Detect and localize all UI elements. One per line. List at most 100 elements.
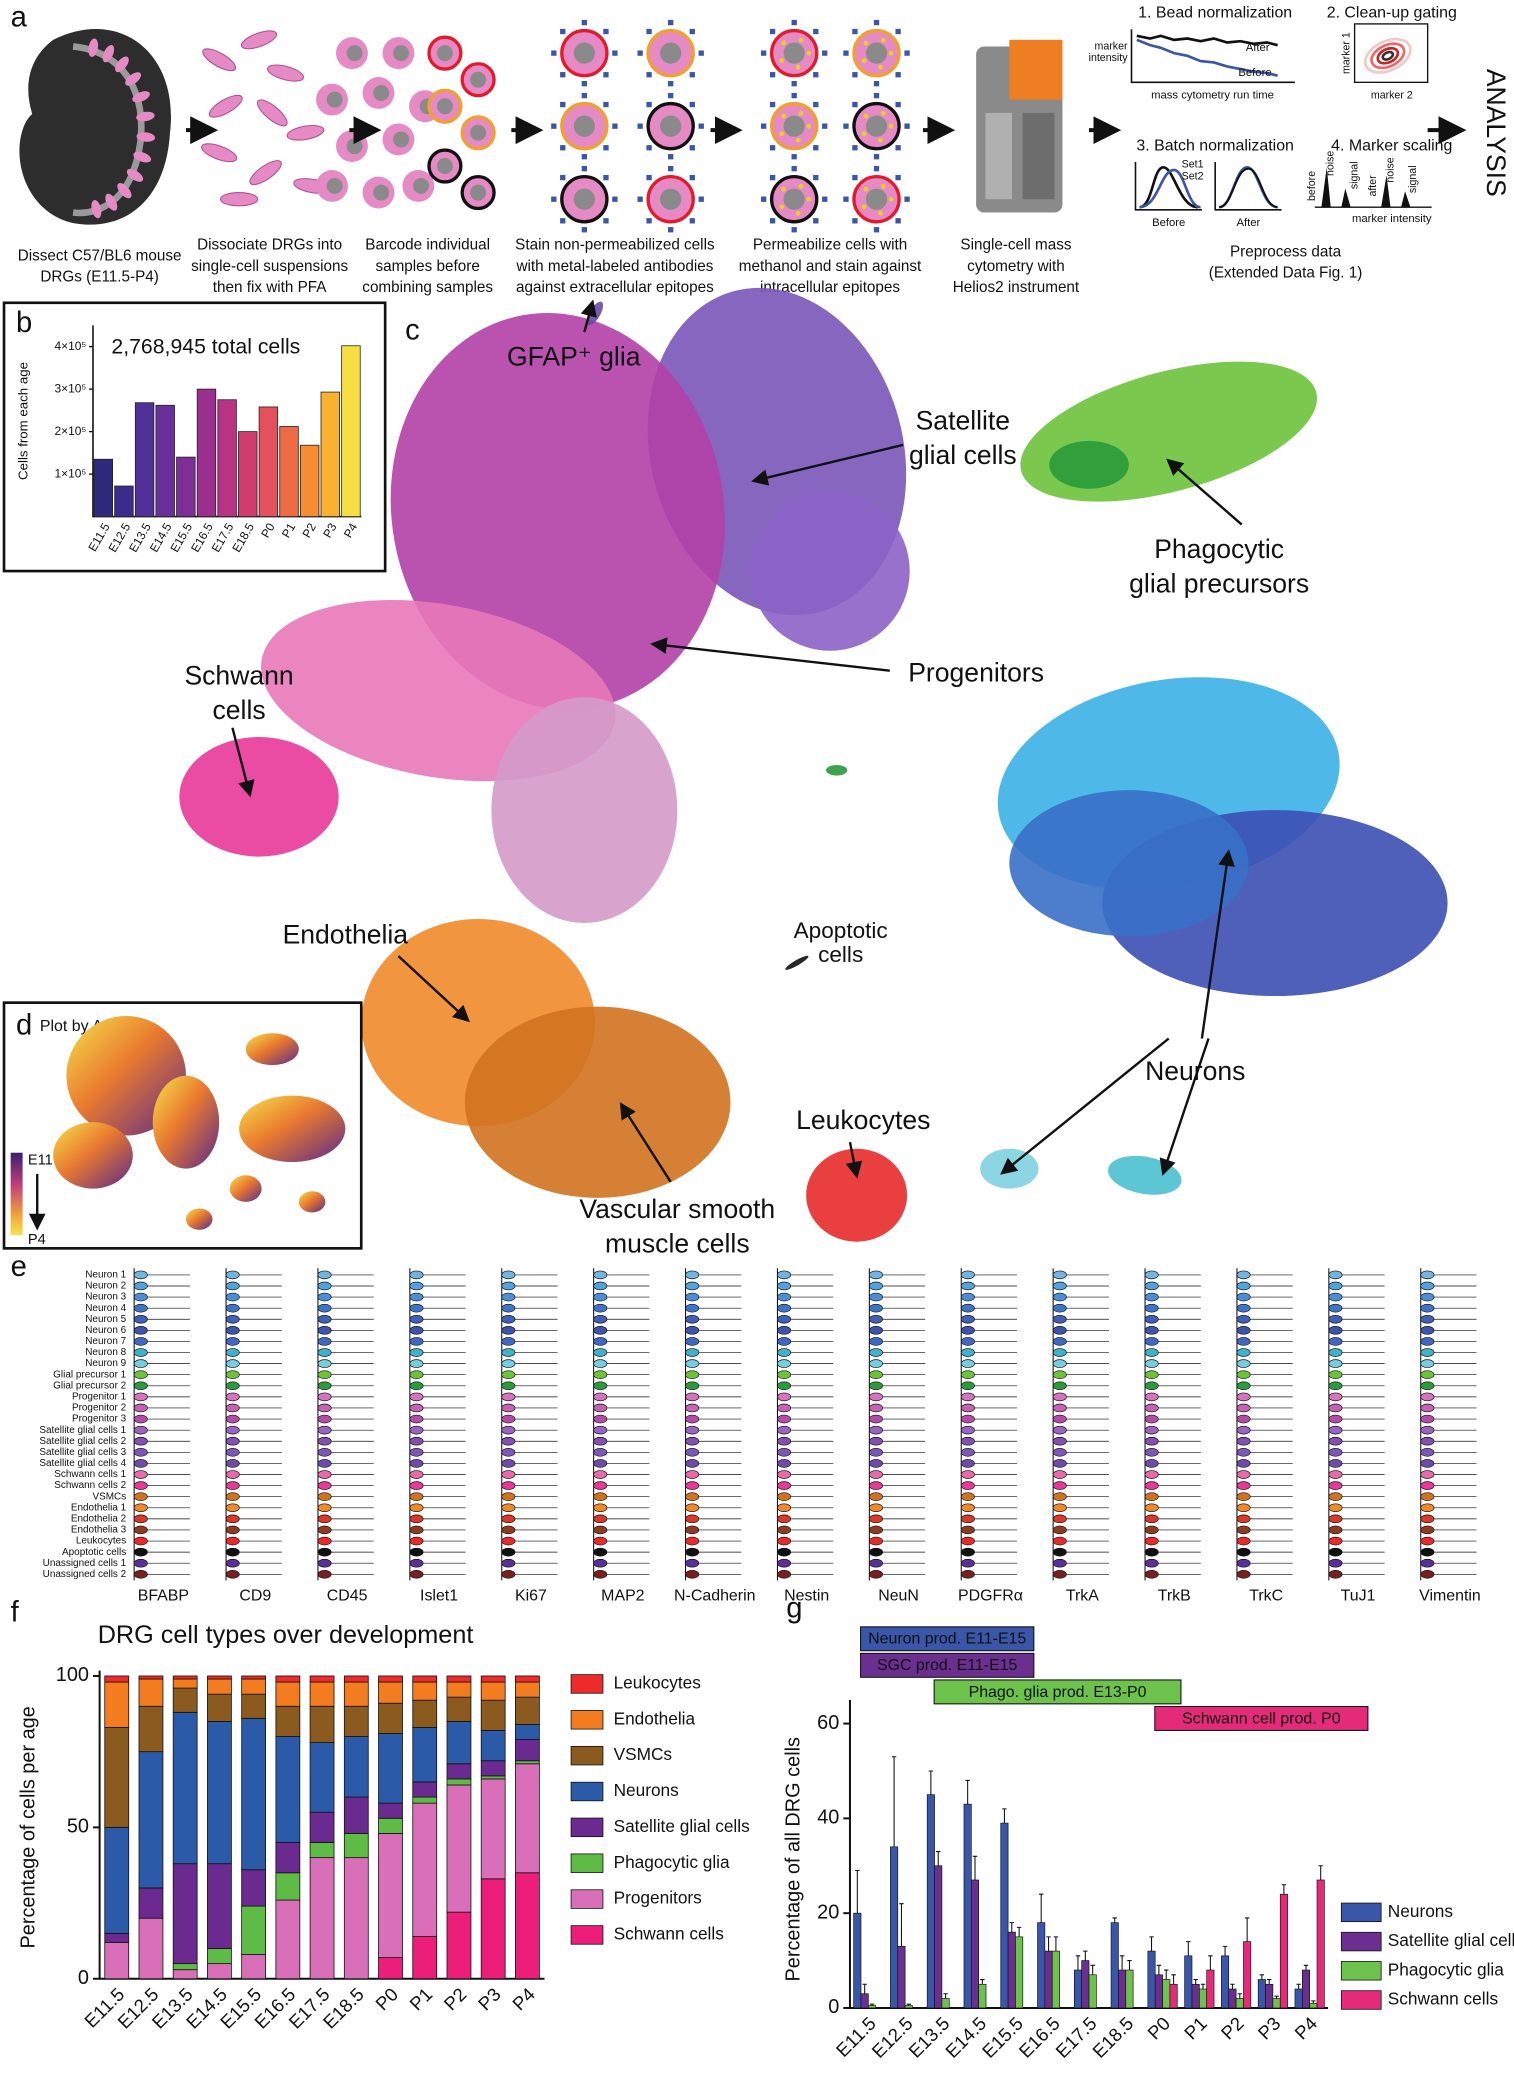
violin <box>869 1470 883 1479</box>
y-tick-label: 2×10⁵ <box>55 424 87 438</box>
drg <box>136 111 155 122</box>
antibody <box>581 92 588 99</box>
violin <box>1420 1492 1435 1502</box>
drg <box>105 193 118 211</box>
age-cluster <box>152 1075 220 1169</box>
marker-label: TrkB <box>1158 1587 1191 1604</box>
antibody <box>603 72 609 78</box>
antibody <box>668 166 674 172</box>
legend-swatch <box>570 1925 604 1945</box>
stacked-segment <box>241 1678 267 1695</box>
violin <box>777 1337 792 1346</box>
stacked-segment <box>309 1681 335 1707</box>
cluster-label: muscle cells <box>605 1229 750 1259</box>
antibody <box>668 81 674 87</box>
stacked-segment <box>241 1717 267 1871</box>
intracellular-stain <box>863 186 869 192</box>
panel-letter: a <box>11 1 28 33</box>
violin <box>1052 1436 1067 1446</box>
violin <box>777 1403 792 1413</box>
cluster-label: Progenitors <box>908 658 1044 688</box>
violin <box>317 1547 332 1557</box>
violin-row-label: Schwann cells 2 <box>54 1480 126 1491</box>
intracellular-stain <box>798 110 804 116</box>
violin <box>409 1403 424 1413</box>
violin <box>960 1558 975 1568</box>
nucleus <box>470 71 487 88</box>
violin <box>1420 1348 1435 1357</box>
violin <box>1144 1448 1159 1457</box>
violin <box>960 1270 975 1280</box>
bar <box>1235 1998 1244 2009</box>
violin <box>777 1370 792 1380</box>
legend-swatch <box>570 1853 604 1873</box>
arrow <box>751 443 904 486</box>
drg <box>102 44 115 63</box>
mini-gating-contour <box>1363 37 1412 74</box>
legend-label: Schwann cells <box>614 1923 724 1943</box>
violin-row-label: Unassigned cells 2 <box>43 1569 127 1580</box>
violin <box>1052 1348 1067 1357</box>
marker-label: TrkC <box>1249 1587 1283 1604</box>
antibody <box>689 28 695 35</box>
antibody <box>560 145 566 151</box>
stacked-segment <box>309 1811 335 1843</box>
nucleus <box>783 115 805 137</box>
bar <box>1221 1955 1230 2009</box>
violin <box>317 1303 332 1313</box>
dissociated-cell <box>201 143 238 163</box>
violin <box>225 1303 240 1313</box>
panel-letter: b <box>16 307 32 339</box>
violin <box>409 1326 424 1335</box>
error-bar <box>1009 1922 1014 1933</box>
stacked-segment <box>446 1696 472 1722</box>
stacked-segment <box>241 1693 267 1719</box>
violin <box>409 1514 424 1524</box>
antibody <box>791 154 797 160</box>
violin <box>685 1414 700 1424</box>
antibody <box>668 227 674 233</box>
violin <box>593 1503 608 1513</box>
violin <box>1420 1414 1435 1424</box>
violin <box>317 1481 332 1490</box>
violin <box>1420 1359 1435 1368</box>
intracellular-stain <box>806 50 812 56</box>
cluster-label: Endothelia <box>283 919 409 949</box>
violin <box>960 1281 975 1291</box>
dissociated-cell <box>249 160 282 186</box>
nucleus <box>470 184 487 201</box>
y-tick-label: 40 <box>817 1807 839 1829</box>
violin <box>225 1359 240 1368</box>
violin <box>501 1547 516 1557</box>
violin <box>777 1281 792 1291</box>
violin <box>133 1392 148 1402</box>
legend-label: Phagocytic glia <box>614 1852 730 1872</box>
antibody <box>873 166 880 172</box>
cytometer-door <box>985 112 1012 200</box>
violin-row-label: Glial precursor 2 <box>53 1380 126 1391</box>
violin <box>685 1470 700 1479</box>
x-tick-label: P3 <box>1254 2013 1285 2044</box>
violin <box>501 1459 516 1468</box>
stacked-segment <box>446 1911 472 1980</box>
stacked-segment <box>309 1705 335 1743</box>
violin <box>869 1292 883 1302</box>
violin <box>777 1536 792 1546</box>
nucleus <box>393 45 410 62</box>
chart-title: DRG cell types over development <box>98 1621 474 1649</box>
violin <box>685 1403 700 1413</box>
violin <box>409 1303 424 1313</box>
violin <box>133 1470 148 1479</box>
violin <box>869 1425 883 1435</box>
violin <box>869 1514 883 1524</box>
antibody <box>813 218 819 224</box>
violin <box>1420 1448 1435 1457</box>
error-bar <box>1208 1955 1213 1971</box>
stacked-segment <box>104 1932 130 1943</box>
violin <box>1236 1514 1251 1524</box>
violin <box>1236 1448 1251 1457</box>
bar <box>258 406 279 518</box>
violin <box>1420 1381 1435 1391</box>
violin <box>133 1436 148 1446</box>
